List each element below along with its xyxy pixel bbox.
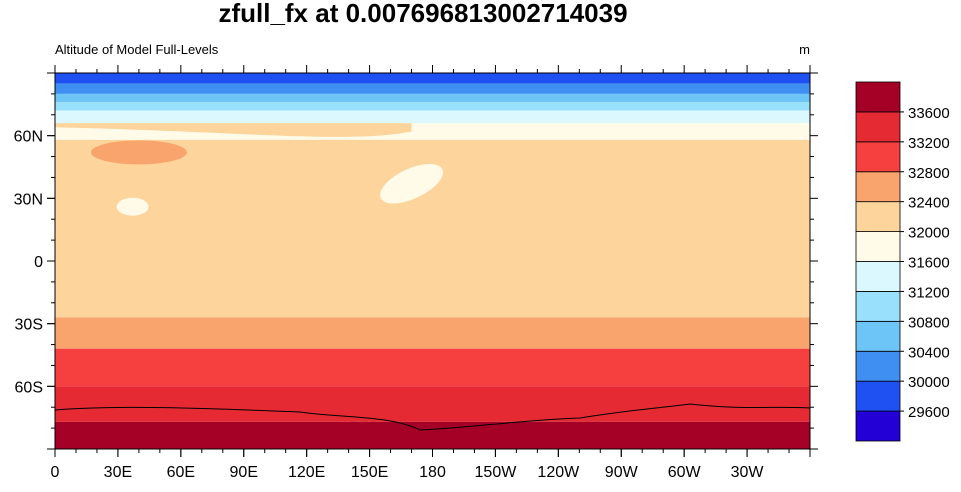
map-fill bbox=[55, 73, 810, 449]
x-tick-label: 60E bbox=[167, 464, 195, 481]
subtitle-right: m bbox=[799, 42, 810, 57]
x-tick-label: 90E bbox=[230, 464, 258, 481]
colorbar-label: 30400 bbox=[908, 344, 950, 361]
colorbar-label: 32000 bbox=[908, 225, 950, 242]
x-tick-label: 0 bbox=[51, 464, 60, 481]
contour-band bbox=[55, 73, 810, 84]
colorbar-box bbox=[855, 111, 901, 143]
colorbar-box bbox=[855, 81, 901, 113]
colorbar-box bbox=[855, 380, 901, 412]
colorbar-label: 31200 bbox=[908, 284, 950, 301]
colorbar-label: 31600 bbox=[908, 255, 950, 272]
contour-band bbox=[55, 93, 810, 103]
colorbar-label: 29600 bbox=[908, 404, 950, 421]
colorbar-box bbox=[855, 320, 901, 352]
colorbar-label: 33600 bbox=[908, 105, 950, 122]
x-tick-label: 150E bbox=[351, 464, 388, 481]
colorbar-label: 30000 bbox=[908, 374, 950, 391]
colorbar-label: 32400 bbox=[908, 195, 950, 212]
x-tick-label: 150W bbox=[475, 464, 518, 481]
y-tick-label: 60S bbox=[15, 379, 43, 396]
colorbar-label: 33200 bbox=[908, 135, 950, 152]
colorbar-box bbox=[855, 291, 901, 322]
subtitle-left: Altitude of Model Full-Levels bbox=[55, 42, 219, 57]
contour-band bbox=[55, 123, 412, 137]
contour-blob bbox=[380, 163, 443, 204]
colorbar-box bbox=[855, 171, 901, 203]
colorbar-box bbox=[855, 231, 901, 262]
x-tick-label: 180 bbox=[419, 464, 446, 481]
contour-blob bbox=[116, 197, 149, 216]
colorbar-box bbox=[855, 350, 901, 382]
y-tick-label: 60N bbox=[14, 129, 43, 146]
x-tick-label: 120W bbox=[537, 464, 580, 481]
x-tick-label: 30W bbox=[731, 464, 765, 481]
colorbar-box bbox=[855, 141, 901, 173]
contour-band bbox=[55, 102, 810, 111]
antarctica-coast bbox=[54, 403, 811, 431]
contour-band bbox=[55, 348, 810, 387]
x-tick-label: 90W bbox=[605, 464, 639, 481]
contour-band bbox=[55, 110, 810, 124]
contour-band bbox=[55, 421, 810, 449]
colorbar-label: 32800 bbox=[908, 165, 950, 182]
x-tick-label: 60W bbox=[668, 464, 702, 481]
contour-band bbox=[55, 386, 810, 422]
coastlines bbox=[54, 403, 811, 431]
y-tick-label: 30S bbox=[15, 317, 43, 334]
colorbar-label: 30800 bbox=[908, 314, 950, 331]
contour-blob bbox=[90, 140, 187, 165]
contour-band bbox=[55, 83, 810, 94]
x-tick-label: 30E bbox=[104, 464, 132, 481]
contour-band bbox=[55, 317, 810, 349]
y-tick-label: 0 bbox=[34, 254, 43, 271]
colorbar-box bbox=[855, 261, 901, 292]
colorbar-box bbox=[855, 410, 901, 442]
x-tick-label: 120E bbox=[288, 464, 325, 481]
title: zfull_fx at 0.007696813002714039 bbox=[218, 0, 627, 28]
colorbar-box bbox=[855, 201, 901, 232]
y-tick-label: 30N bbox=[14, 191, 43, 208]
